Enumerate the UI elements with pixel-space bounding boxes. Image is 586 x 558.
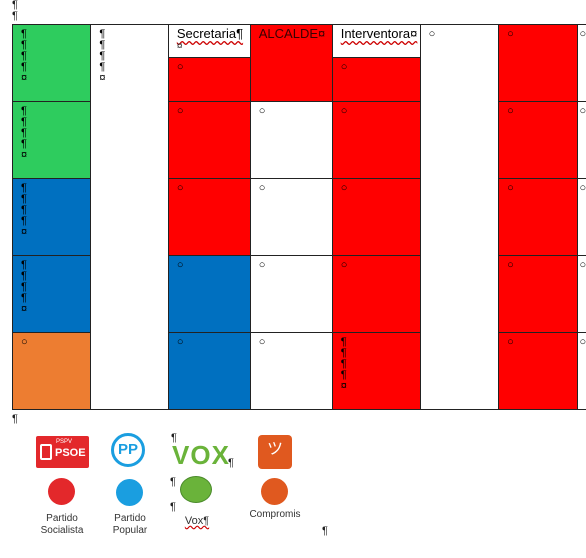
pp-logo-icon: PP (111, 433, 145, 467)
pilcrow-mark: ¶ (171, 432, 177, 444)
seat-blue: ¶ ¶ ¶ ¶ ¤ (11, 255, 92, 333)
seat-red: ○ (167, 178, 251, 256)
seat-empty: ○ (249, 255, 333, 333)
seat-red: ○ (331, 57, 421, 102)
compromis-logo-icon: ツ (258, 435, 292, 469)
pilcrow-mark: ¶ (12, 413, 18, 425)
seat-green: ¶ ¶ ¶ ¶ ¤ (11, 101, 92, 179)
party-legend: PSPV PSOE Partido Socialista PP Partido … (0, 420, 586, 558)
seat-red: ○ (331, 255, 421, 333)
aisle-column: ¶ ¶ ¶ ¶ ¤ (90, 24, 169, 410)
vox-label: Vox¶ (184, 515, 210, 527)
pilcrow-mark: ¶ (12, 10, 18, 22)
edge-cell: ○ (577, 24, 586, 102)
pilcrow-mark: ¶ (228, 457, 234, 469)
seat-blue: ○ (167, 255, 251, 333)
pilcrow-mark: ¶ (322, 525, 328, 537)
pp-color-dot (116, 479, 143, 506)
seat-empty: ○ (249, 178, 333, 256)
header-alcalde: ALCALDE¤ (249, 24, 333, 102)
seating-table: ¶ ¶ ¶ ¶ ¤ ¶ ¶ ¶ ¶ ¤ Secretaria¶ ¤ ALCALDE¤ Inter… (11, 24, 586, 410)
edge-cell: ○ (577, 255, 586, 333)
psoe-color-dot (48, 478, 75, 505)
seat-red: ○ (167, 57, 251, 102)
seat-red: ○ (167, 101, 251, 179)
seat-blue: ¶ ¶ ¶ ¶ ¤ (11, 178, 92, 256)
seat-orange: ○ (11, 332, 92, 410)
seat-green: ¶ ¶ ¶ ¶ ¤ (11, 24, 92, 102)
seat-red: ¶ ¶ ¶ ¶ ¤ (331, 332, 421, 410)
seat-empty: ○ (249, 332, 333, 410)
compromis-color-dot (261, 478, 288, 505)
pilcrow-mark: ¶ (170, 501, 176, 513)
pilcrow-mark: ¶ (170, 476, 176, 488)
seat-red-right: ○ (498, 332, 579, 410)
psoe-logo-icon: PSPV PSOE (36, 436, 89, 468)
seat-empty: ○ (249, 101, 333, 179)
pp-label: Partido Popular (112, 513, 148, 536)
seat-red: ○ (331, 178, 421, 256)
seat-red-right: ○ (498, 101, 579, 179)
seat-blue: ○ (167, 332, 251, 410)
vox-logo-icon: VOX (172, 440, 230, 470)
header-secretaria: Secretaria¶ ¤ (167, 24, 251, 58)
seat-red-right: ○ (498, 24, 579, 102)
seat-red-right: ○ (498, 255, 579, 333)
compromis-label: Compromis (249, 509, 301, 520)
edge-cell: ○ (577, 178, 586, 256)
gap-column: ○ (419, 24, 500, 410)
seat-red-right: ○ (498, 178, 579, 256)
psoe-label: Partido Socialista (40, 513, 84, 536)
edge-cell: ○ (577, 101, 586, 179)
pilcrow-mark: ¶ (12, 0, 18, 11)
vox-color-dot (180, 476, 212, 503)
header-interventora: Interventora¤ (331, 24, 421, 58)
edge-cell: ○ (577, 332, 586, 410)
seat-red: ○ (331, 101, 421, 179)
